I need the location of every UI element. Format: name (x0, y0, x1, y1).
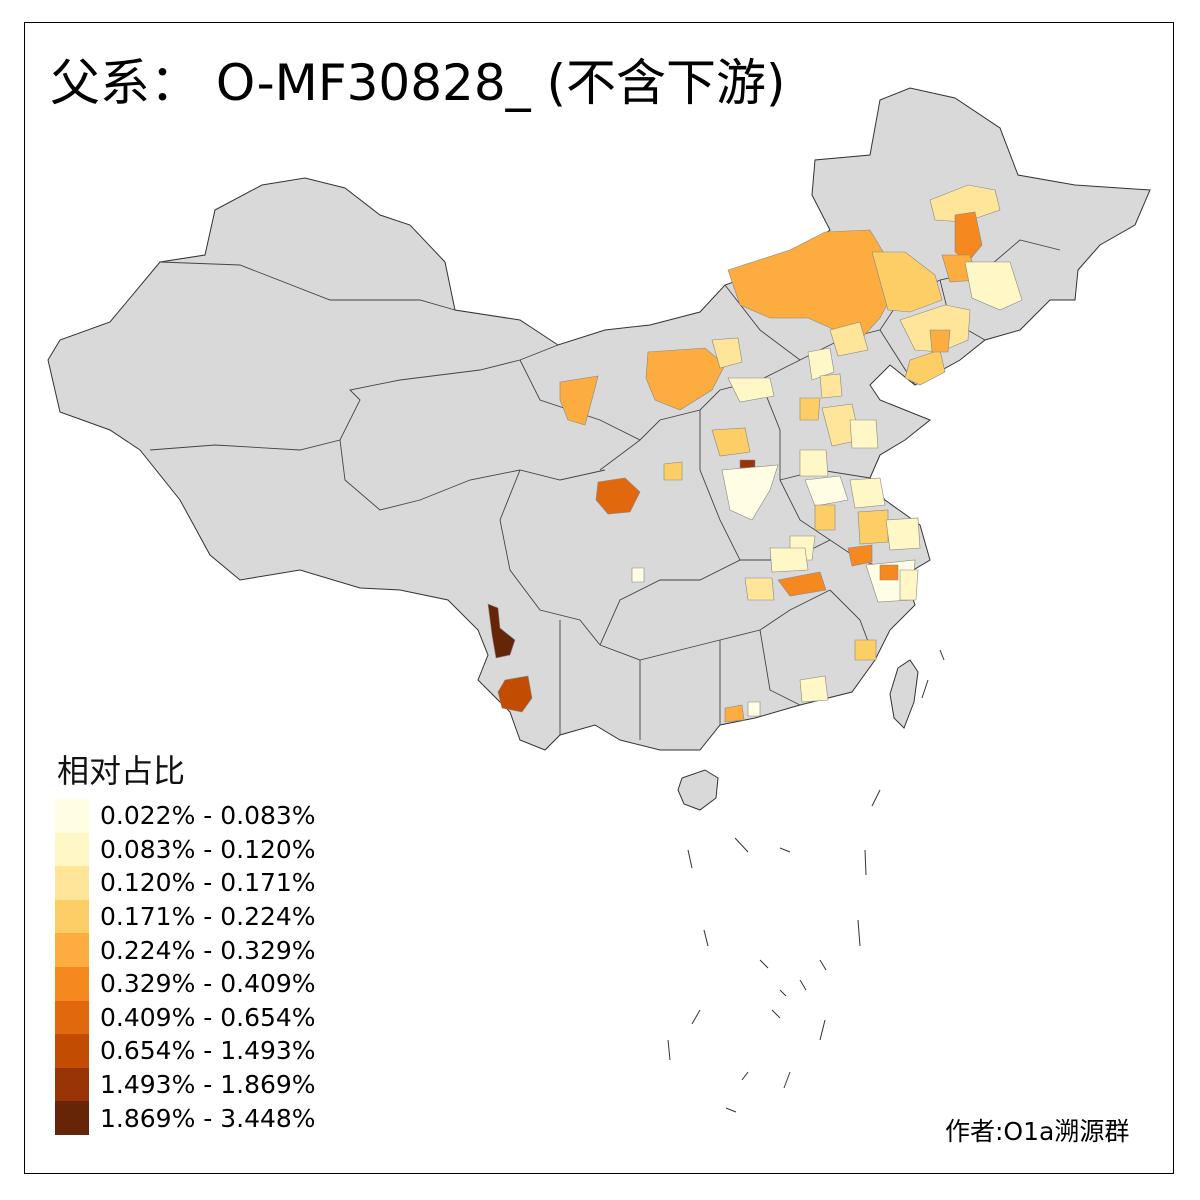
legend-row: 0.224% - 0.329% (55, 933, 316, 967)
region-shijiazhuang (799, 397, 821, 421)
legend-range-label: 0.409% - 0.654% (100, 1002, 316, 1032)
legend-range-label: 0.022% - 0.083% (100, 801, 316, 831)
region-anyang (799, 449, 829, 477)
legend-range-label: 0.120% - 0.171% (100, 868, 316, 898)
legend-title: 相对占比 (57, 752, 186, 790)
region-aba (595, 477, 641, 515)
colored-regions (487, 184, 1023, 723)
region-liaoning-west (899, 304, 971, 353)
legend-swatch (55, 799, 89, 833)
author-credit: 作者:O1a溯源群 (945, 1117, 1130, 1146)
region-xiaogan (769, 547, 809, 573)
region-anshan (929, 329, 951, 353)
hainan-island (677, 769, 719, 811)
region-baicheng (954, 211, 983, 263)
legend-range-label: 1.869% - 3.448% (100, 1103, 316, 1133)
legend-swatch (55, 933, 89, 967)
region-yangzhou (885, 517, 921, 551)
region-suzhou-anhui (849, 477, 886, 509)
legend-swatch (55, 866, 89, 900)
region-ganzi-pt (631, 567, 645, 583)
legend-swatch (55, 1067, 89, 1102)
region-tangshan (829, 321, 869, 357)
legend-range-label: 0.083% - 0.120% (100, 834, 316, 864)
legend-range-label: 0.171% - 0.224% (100, 902, 316, 932)
legend-row: 0.329% - 0.409% (55, 966, 316, 1001)
region-hulunbuir-south (929, 184, 1001, 223)
region-huzhou (899, 569, 919, 601)
region-xuancheng (879, 564, 899, 581)
region-yichang (744, 577, 775, 601)
legend-swatch (55, 1000, 89, 1035)
region-ne-inner-mongolia (871, 251, 943, 313)
region-hanzhong (663, 461, 683, 481)
region-nanning (724, 704, 745, 723)
region-bengbu (857, 509, 889, 545)
legend-range-label: 0.224% - 0.329% (100, 935, 316, 965)
legend-row: 0.022% - 0.083% (55, 799, 316, 833)
region-nujiang (487, 603, 516, 659)
region-guanzhong (721, 464, 779, 521)
legend-row: 0.171% - 0.224% (55, 899, 316, 934)
legend-range-label: 1.493% - 1.869% (100, 1070, 316, 1100)
region-hefei (847, 544, 873, 567)
region-xuchang (814, 504, 836, 531)
legend: 相对占比 0.022% - 0.083% 0.083% - 0.120% 0.1… (55, 755, 316, 1135)
region-yulin-gx (747, 701, 761, 717)
taiwan-island (889, 659, 919, 729)
region-yinchuan-area (645, 347, 726, 411)
legend-row: 1.493% - 1.869% (55, 1067, 316, 1102)
legend-row: 0.654% - 1.493% (55, 1034, 316, 1068)
legend-swatch (55, 1101, 89, 1135)
legend-swatch (55, 1034, 89, 1068)
legend-row: 0.409% - 0.654% (55, 1000, 316, 1035)
legend-swatch (55, 899, 89, 934)
region-chengde (807, 347, 835, 381)
region-jilin-central (964, 261, 1023, 311)
region-qingyuan (799, 675, 829, 703)
legend-swatch (55, 966, 89, 1001)
legend-range-label: 0.654% - 1.493% (100, 1036, 316, 1066)
region-ordos-south (727, 377, 775, 403)
region-luliang (711, 427, 751, 457)
region-yulin (711, 337, 743, 369)
region-handan (849, 419, 879, 449)
region-fujian-coast (854, 639, 877, 661)
region-baoshan (497, 675, 533, 713)
map-title: 父系： O-MF30828_ (不含下游) (50, 54, 786, 112)
legend-range-label: 0.329% - 0.409% (100, 969, 316, 999)
china-mainland (47, 87, 1151, 751)
region-heze (804, 475, 849, 507)
legend-row: 0.120% - 0.171% (55, 866, 316, 900)
region-jiuquan-area (559, 375, 599, 426)
legend-row: 0.083% - 0.120% (55, 832, 316, 867)
legend-row: 1.869% - 3.448% (55, 1101, 316, 1135)
island-dashes (667, 649, 945, 1113)
region-baoding (819, 373, 843, 399)
region-jingzhou (777, 571, 827, 597)
region-xian (739, 459, 756, 469)
legend-swatch (55, 832, 89, 867)
region-inner-mongolia (727, 229, 893, 341)
